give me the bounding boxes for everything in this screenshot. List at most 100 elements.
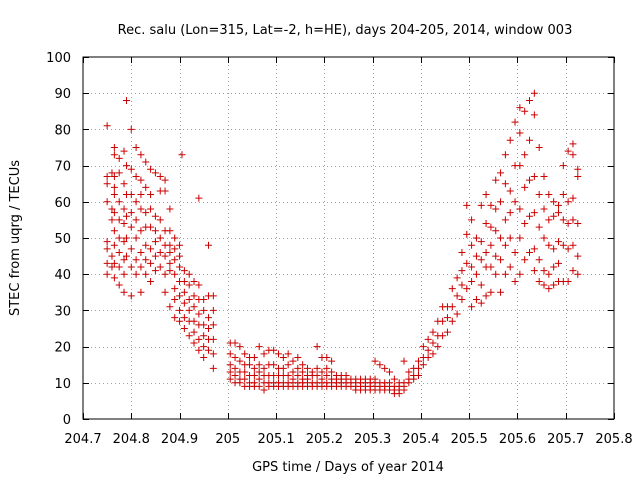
data-point: [185, 332, 193, 340]
data-point: [521, 151, 529, 159]
data-point: [120, 205, 128, 213]
data-point: [127, 191, 135, 199]
data-point: [231, 372, 239, 380]
data-point: [463, 285, 471, 293]
y-tick-label: 40: [54, 268, 71, 283]
data-point: [200, 321, 208, 329]
data-point: [180, 299, 188, 307]
data-point: [147, 259, 155, 267]
data-point: [108, 252, 116, 260]
data-point: [328, 357, 336, 365]
data-point: [526, 248, 534, 256]
data-point: [151, 252, 159, 260]
data-point: [236, 343, 244, 351]
data-point: [429, 328, 437, 336]
data-point: [176, 263, 184, 271]
data-point: [190, 303, 198, 311]
data-point: [103, 172, 111, 180]
data-point: [108, 205, 116, 213]
data-point: [110, 274, 118, 282]
data-point: [241, 350, 249, 358]
data-point: [463, 230, 471, 238]
data-point: [497, 169, 505, 177]
data-point: [142, 241, 150, 249]
data-point: [526, 176, 534, 184]
data-point: [260, 364, 268, 372]
data-point: [236, 379, 244, 387]
data-point: [477, 299, 485, 307]
y-tick-label: 70: [54, 160, 71, 175]
data-point: [472, 252, 480, 260]
data-point: [535, 191, 543, 199]
data-point: [209, 321, 217, 329]
data-point: [180, 325, 188, 332]
data-point: [468, 303, 476, 311]
data-point: [318, 368, 326, 376]
x-tick-label: 205.3: [354, 432, 391, 447]
data-point: [132, 270, 140, 278]
x-tick-label: 205.2: [306, 432, 343, 447]
y-tick-label: 50: [54, 232, 71, 247]
data-point: [103, 270, 111, 278]
data-point: [180, 288, 188, 296]
data-point: [554, 209, 562, 217]
data-point: [171, 256, 179, 264]
data-point: [453, 274, 461, 282]
data-point: [209, 292, 217, 300]
data-point: [511, 248, 519, 256]
data-point: [386, 368, 394, 376]
data-point: [463, 259, 471, 267]
data-point: [299, 368, 307, 376]
data-point: [530, 267, 538, 275]
data-point: [313, 372, 321, 380]
data-point: [161, 252, 169, 260]
data-point: [482, 191, 490, 199]
data-point: [115, 234, 123, 242]
data-point: [497, 256, 505, 264]
data-point: [200, 332, 208, 340]
data-point: [255, 382, 263, 390]
data-point: [434, 343, 442, 351]
data-point: [176, 241, 184, 249]
data-point: [236, 357, 244, 365]
data-point: [550, 198, 558, 206]
data-point: [166, 248, 174, 256]
data-point: [294, 353, 302, 361]
data-point: [569, 151, 577, 159]
x-tick-label: 205.4: [402, 432, 439, 447]
data-point: [429, 339, 437, 347]
data-point: [540, 267, 548, 275]
data-point: [574, 270, 582, 278]
data-point: [166, 205, 174, 213]
y-tick-label: 90: [54, 87, 71, 102]
data-point: [559, 216, 567, 224]
data-point: [166, 241, 174, 249]
data-point: [299, 361, 307, 369]
data-point: [180, 277, 188, 285]
data-point: [497, 234, 505, 242]
data-point: [574, 172, 582, 180]
y-axis-label: STEC from uqrg / TECUs: [8, 160, 23, 316]
data-point: [190, 317, 198, 325]
data-point: [487, 201, 495, 209]
data-point: [390, 375, 398, 383]
data-point: [429, 350, 437, 358]
data-point: [209, 335, 217, 343]
data-point: [414, 372, 422, 380]
data-point: [472, 270, 480, 278]
data-point: [400, 357, 408, 365]
data-point: [176, 252, 184, 260]
data-point: [492, 252, 500, 260]
data-point: [120, 147, 128, 155]
data-point: [127, 209, 135, 217]
data-point: [171, 245, 179, 253]
data-point: [453, 292, 461, 300]
data-point: [241, 368, 249, 376]
data-point: [492, 270, 500, 278]
x-tick-label: 205.8: [595, 432, 632, 447]
data-point: [115, 263, 123, 271]
data-point: [405, 379, 413, 387]
data-point: [108, 216, 116, 224]
data-point: [246, 361, 254, 369]
